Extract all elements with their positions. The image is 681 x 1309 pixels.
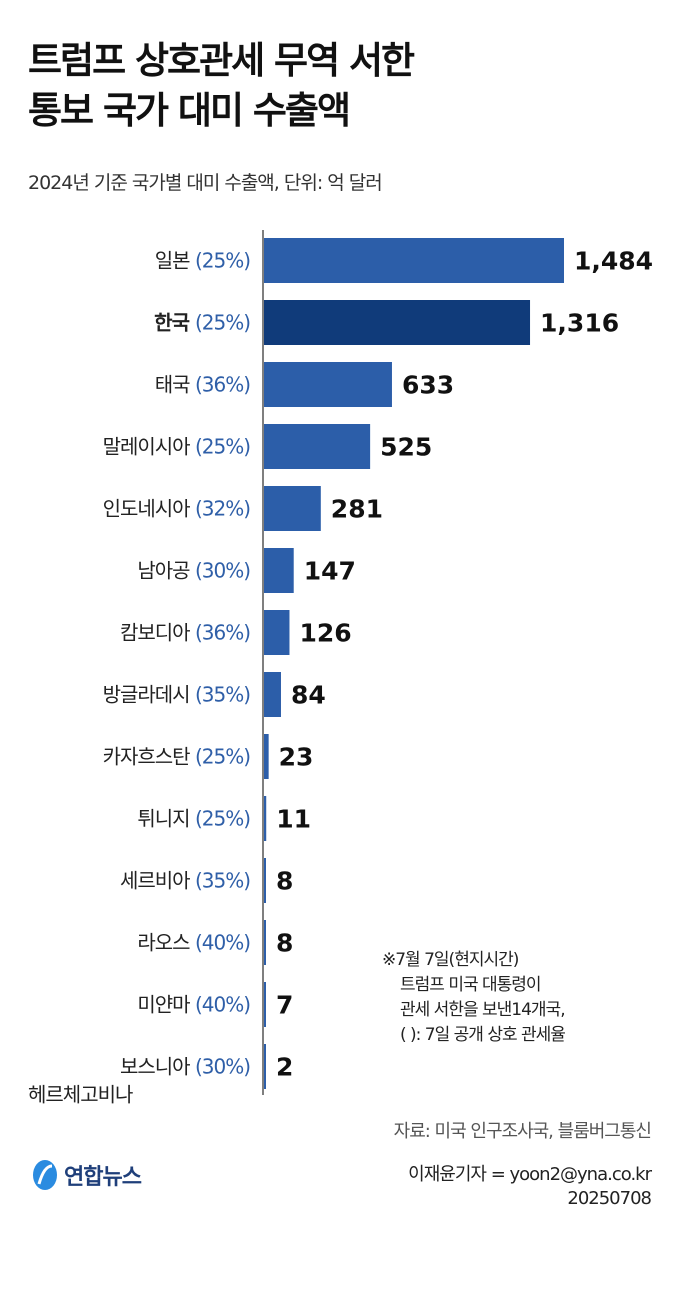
- bar: [264, 610, 290, 655]
- bar: [264, 548, 294, 593]
- bar: [264, 1044, 266, 1089]
- country-name: 튀니지: [137, 807, 195, 831]
- country-name: 태국: [155, 373, 195, 397]
- credit-date: 20250708: [567, 1188, 652, 1209]
- source: 자료: 미국 인구조사국, 블룸버그통신: [393, 1121, 652, 1142]
- value-label: 1,316: [540, 309, 619, 338]
- value-label: 126: [299, 619, 351, 648]
- country-name: 방글라데시: [103, 683, 195, 707]
- bar: [264, 238, 564, 283]
- category-label-line2: 헤르체고비나: [28, 1083, 133, 1107]
- category-label: 한국 (25%): [154, 311, 250, 335]
- country-name: 한국: [154, 311, 195, 335]
- country-name: 남아공: [137, 559, 195, 583]
- note: ※7월 7일(현지시간) 트럼프 미국 대통령이 관세 서한을 보낸14개국, …: [382, 948, 566, 1048]
- yonhap-logo-icon: [33, 1160, 57, 1190]
- chart-subtitle: 2024년 기준 국가별 대미 수출액, 단위: 억 달러: [28, 172, 383, 194]
- category-label: 미얀마 (40%): [137, 993, 250, 1017]
- note-line: ( ): 7일 공개 상호 관세율: [400, 1025, 566, 1045]
- value-label: 1,484: [574, 247, 653, 276]
- category-label: 일본 (25%): [155, 249, 250, 273]
- note-line: 관세 서한을 보낸14개국,: [400, 1000, 566, 1020]
- category-label: 보스니아 (30%): [120, 1055, 250, 1079]
- logo-text: 연합뉴스: [64, 1165, 142, 1190]
- tariff-rate: (40%): [195, 993, 250, 1017]
- category-label: 인도네시아 (32%): [103, 497, 251, 521]
- category-label: 캄보디아 (36%): [120, 621, 250, 645]
- country-name: 인도네시아: [103, 497, 195, 521]
- bar: [264, 300, 531, 345]
- bar: [264, 672, 281, 717]
- tariff-rate: (25%): [195, 249, 250, 273]
- credit: 이재윤기자 = yoon2@yna.co.kr 20250708: [408, 1163, 652, 1211]
- bar: [264, 796, 267, 841]
- value-label: 23: [279, 743, 314, 772]
- value-label: 147: [304, 557, 356, 586]
- note-line: ※7월 7일(현지시간): [382, 950, 519, 970]
- country-name: 세르비아: [120, 869, 195, 893]
- bar-chart: 1,484 일본 (25%) 1,316 한국 (25%) 633 태국 (36%) 525…: [28, 230, 653, 1107]
- value-label: 8: [276, 867, 293, 896]
- country-name: 라오스: [137, 931, 195, 955]
- country-name: 일본: [155, 249, 195, 273]
- country-name: 캄보디아: [120, 621, 195, 645]
- tariff-rate: (30%): [195, 559, 250, 583]
- value-label: 8: [276, 929, 293, 958]
- category-label: 남아공 (30%): [137, 559, 250, 583]
- note-line: 트럼프 미국 대통령이: [400, 975, 542, 995]
- value-label: 281: [331, 495, 383, 524]
- tariff-rate: (25%): [195, 311, 250, 335]
- category-label: 라오스 (40%): [137, 931, 250, 955]
- bar: [264, 920, 266, 965]
- tariff-rate: (30%): [195, 1055, 250, 1079]
- value-label: 525: [380, 433, 432, 462]
- tariff-rate: (25%): [195, 745, 250, 769]
- category-label: 방글라데시 (35%): [103, 683, 251, 707]
- category-label: 세르비아 (35%): [120, 869, 250, 893]
- tariff-rate: (35%): [195, 869, 250, 893]
- tariff-rate: (25%): [195, 807, 250, 831]
- category-label: 말레이시아 (25%): [103, 435, 251, 459]
- tariff-rate: (36%): [195, 373, 250, 397]
- value-label: 633: [402, 371, 454, 400]
- yonhap-logo: 연합뉴스: [30, 1158, 142, 1192]
- country-name: 보스니아: [120, 1055, 195, 1079]
- category-label: 카자흐스탄 (25%): [103, 745, 251, 769]
- tariff-rate: (32%): [195, 497, 250, 521]
- country-name: 말레이시아: [103, 435, 195, 459]
- category-label: 튀니지 (25%): [137, 807, 250, 831]
- value-label: 7: [276, 991, 293, 1020]
- bar: [264, 486, 321, 531]
- country-name: 미얀마: [137, 993, 195, 1017]
- tariff-rate: (35%): [195, 683, 250, 707]
- tariff-rate: (25%): [195, 435, 250, 459]
- value-label: 2: [276, 1053, 293, 1082]
- bar: [264, 858, 266, 903]
- bar: [264, 424, 371, 469]
- title-line-1: 트럼프 상호관세 무역 서한: [28, 39, 415, 82]
- bar: [264, 734, 269, 779]
- bar: [264, 362, 392, 407]
- value-label: 84: [291, 681, 326, 710]
- country-name: 카자흐스탄: [103, 745, 195, 769]
- bar: [264, 982, 266, 1027]
- title-line-2: 통보 국가 대미 수출액: [28, 89, 351, 132]
- tariff-rate: (40%): [195, 931, 250, 955]
- category-label: 태국 (36%): [155, 373, 250, 397]
- tariff-rate: (36%): [195, 621, 250, 645]
- chart-title: 트럼프 상호관세 무역 서한 통보 국가 대미 수출액: [28, 36, 415, 136]
- value-label: 11: [276, 805, 311, 834]
- credit-reporter: 이재윤기자 = yoon2@yna.co.kr: [408, 1164, 652, 1185]
